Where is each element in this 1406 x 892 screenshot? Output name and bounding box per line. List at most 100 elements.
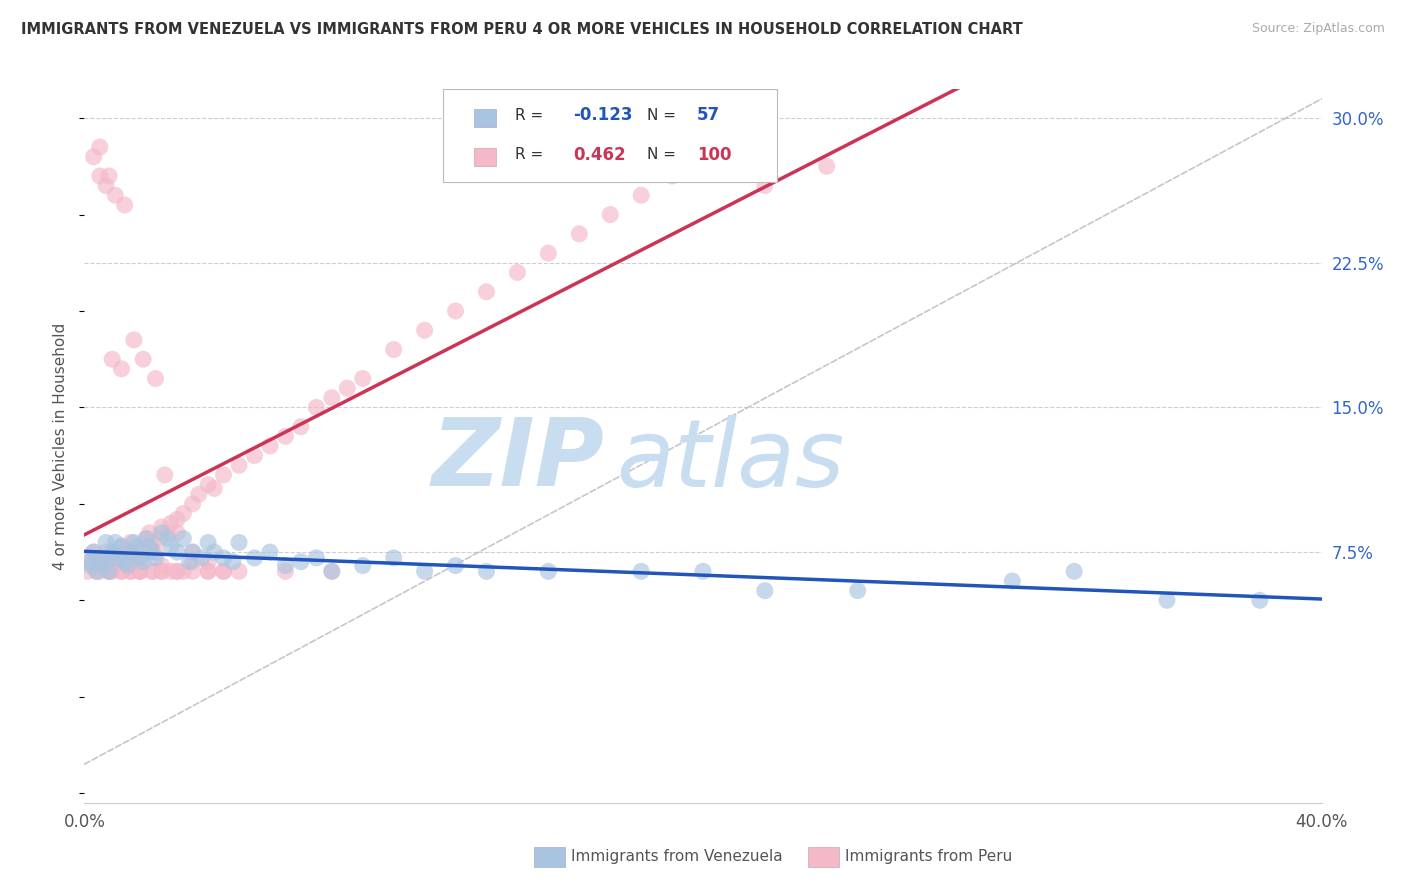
Point <box>145 371 167 385</box>
Point <box>141 565 163 579</box>
Point <box>259 545 281 559</box>
Point <box>197 477 219 491</box>
Point <box>228 458 250 473</box>
Point <box>259 439 281 453</box>
Point <box>166 565 188 579</box>
Point <box>91 558 114 573</box>
Point <box>120 535 142 549</box>
Point <box>86 565 108 579</box>
Point <box>89 140 111 154</box>
Point <box>290 419 312 434</box>
Text: 57: 57 <box>697 106 720 125</box>
Point <box>475 285 498 299</box>
Point <box>160 565 183 579</box>
Point <box>274 565 297 579</box>
Point <box>76 565 98 579</box>
Point <box>156 532 179 546</box>
Point <box>76 555 98 569</box>
Point <box>212 467 235 482</box>
Point <box>104 188 127 202</box>
Point <box>228 565 250 579</box>
Point <box>172 532 194 546</box>
Point <box>101 545 124 559</box>
Point <box>138 525 160 540</box>
Point <box>150 525 173 540</box>
Point <box>114 555 136 569</box>
Point <box>110 565 132 579</box>
Point <box>107 550 129 565</box>
Point <box>132 539 155 553</box>
Text: Immigrants from Peru: Immigrants from Peru <box>845 849 1012 863</box>
Point <box>138 539 160 553</box>
Point <box>153 467 176 482</box>
Point <box>110 539 132 553</box>
Point <box>506 265 529 279</box>
Point <box>145 545 167 559</box>
Point <box>243 550 266 565</box>
Point <box>475 565 498 579</box>
Point <box>132 352 155 367</box>
Point <box>202 482 225 496</box>
Point <box>120 545 142 559</box>
Point <box>98 565 121 579</box>
Point <box>228 535 250 549</box>
Point <box>181 565 204 579</box>
Text: atlas: atlas <box>616 415 845 506</box>
Point <box>79 558 101 573</box>
Point <box>321 565 343 579</box>
Point <box>166 525 188 540</box>
Point <box>120 565 142 579</box>
Point <box>114 555 136 569</box>
Point <box>321 565 343 579</box>
Point <box>150 520 173 534</box>
Point <box>94 178 117 193</box>
Point <box>94 535 117 549</box>
Point <box>181 545 204 559</box>
Text: N =: N = <box>647 147 681 162</box>
Point <box>89 565 111 579</box>
Point <box>444 558 467 573</box>
Point <box>274 429 297 443</box>
Point <box>191 550 214 565</box>
Point <box>117 558 139 573</box>
Point <box>122 545 145 559</box>
Point <box>150 565 173 579</box>
FancyBboxPatch shape <box>474 148 496 166</box>
Point <box>692 150 714 164</box>
Point <box>89 550 111 565</box>
Point <box>197 535 219 549</box>
Point <box>181 545 204 559</box>
Point <box>135 532 157 546</box>
Point <box>83 150 105 164</box>
Point <box>83 545 105 559</box>
Point <box>568 227 591 241</box>
Point <box>290 555 312 569</box>
Point <box>110 565 132 579</box>
Text: IMMIGRANTS FROM VENEZUELA VS IMMIGRANTS FROM PERU 4 OR MORE VEHICLES IN HOUSEHOL: IMMIGRANTS FROM VENEZUELA VS IMMIGRANTS … <box>21 22 1022 37</box>
Point <box>352 558 374 573</box>
Point <box>91 558 114 573</box>
Text: -0.123: -0.123 <box>574 106 633 125</box>
Point <box>243 449 266 463</box>
Point <box>160 516 183 530</box>
Text: 100: 100 <box>697 145 731 164</box>
Point <box>104 535 127 549</box>
Point <box>352 371 374 385</box>
Point <box>117 545 139 559</box>
Point <box>160 539 183 553</box>
Point <box>197 565 219 579</box>
Point <box>413 323 436 337</box>
Y-axis label: 4 or more Vehicles in Household: 4 or more Vehicles in Household <box>53 322 69 570</box>
Text: Immigrants from Venezuela: Immigrants from Venezuela <box>571 849 783 863</box>
Point <box>98 550 121 565</box>
Point <box>129 550 152 565</box>
Point <box>815 159 838 173</box>
Point <box>122 333 145 347</box>
Point <box>132 555 155 569</box>
Point <box>305 550 328 565</box>
Point <box>89 555 111 569</box>
Point <box>156 525 179 540</box>
Point <box>1156 593 1178 607</box>
Point <box>197 555 219 569</box>
Point <box>413 565 436 579</box>
